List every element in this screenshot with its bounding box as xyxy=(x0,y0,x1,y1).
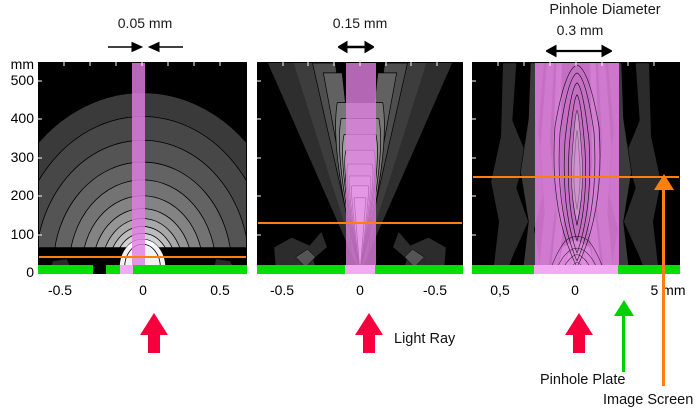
panel-3-x-tick-2: 5 mm xyxy=(650,282,686,298)
panel-1-plot xyxy=(38,62,247,274)
panel-1-beam-band xyxy=(132,63,145,273)
panel-1-plate-right xyxy=(106,265,247,274)
panel-1-dimension-arrow xyxy=(108,40,183,54)
panel-2-x-tick-1: 0 xyxy=(356,282,364,298)
figure-title: Pinhole Diameter xyxy=(549,2,661,18)
panel-3-x-tick-1: 0 xyxy=(571,282,579,298)
panel-3-beam-band xyxy=(535,63,619,273)
panel-2-x-tick-2: -0.5 xyxy=(422,282,448,298)
panel-1-diameter-label: 0.05 mm xyxy=(117,15,173,31)
panel-3-x-tick-0: 0,5 xyxy=(490,282,510,298)
panel-3-image-screen-line xyxy=(473,176,679,178)
panel-2-image-screen-line xyxy=(258,222,462,224)
pinhole-plate-leader-line xyxy=(622,312,625,372)
panel-2-plate-right xyxy=(375,265,463,274)
y-tick-500: 500 xyxy=(10,72,34,88)
y-tick-200: 200 xyxy=(10,187,34,203)
panel-3-plot xyxy=(472,62,680,274)
y-tick-100: 100 xyxy=(10,226,34,242)
image-screen-label: Image Screen xyxy=(603,392,694,408)
light-ray-arrow-1 xyxy=(135,313,173,353)
panel-3-dimension-arrow xyxy=(546,44,612,58)
panel-2-aperture-gap xyxy=(345,265,375,274)
panel-2-x-tick-0: -0.5 xyxy=(269,282,295,298)
panel-1-x-tick-2: 0.5 xyxy=(210,282,230,298)
panel-3-plate-left xyxy=(472,265,534,274)
pinhole-plate-arrowhead xyxy=(614,300,634,316)
panel-1-x-tick-1: 0 xyxy=(139,282,147,298)
pinhole-plate-label: Pinhole Plate xyxy=(540,372,626,388)
panel-3-plate-right xyxy=(618,265,680,274)
light-ray-arrow-3 xyxy=(560,313,598,353)
panel-2-plate-left xyxy=(257,265,345,274)
panel-3-diameter-label: 0.3 mm xyxy=(556,22,604,38)
panel-3-aperture-gap xyxy=(534,265,618,274)
panel-1-image-screen-line xyxy=(39,256,246,258)
light-ray-arrow-2 xyxy=(350,313,388,353)
panel-1-plate-left xyxy=(38,265,93,274)
y-axis-unit: mm xyxy=(10,56,34,72)
light-ray-label: Light Ray xyxy=(394,331,456,347)
y-tick-0: 0 xyxy=(26,264,34,280)
panel-2-beam-band xyxy=(346,63,376,273)
panel-2-diameter-label: 0.15 mm xyxy=(332,15,388,31)
image-screen-arrowhead xyxy=(654,174,674,190)
y-tick-400: 400 xyxy=(10,110,34,126)
y-tick-300: 300 xyxy=(10,149,34,165)
panel-2-plot xyxy=(257,62,463,274)
panel-1-x-tick-0: -0.5 xyxy=(47,282,73,298)
panel-1-aperture-gap xyxy=(120,265,133,274)
image-screen-leader-line xyxy=(662,186,665,386)
panel-2-dimension-arrow xyxy=(338,40,374,54)
